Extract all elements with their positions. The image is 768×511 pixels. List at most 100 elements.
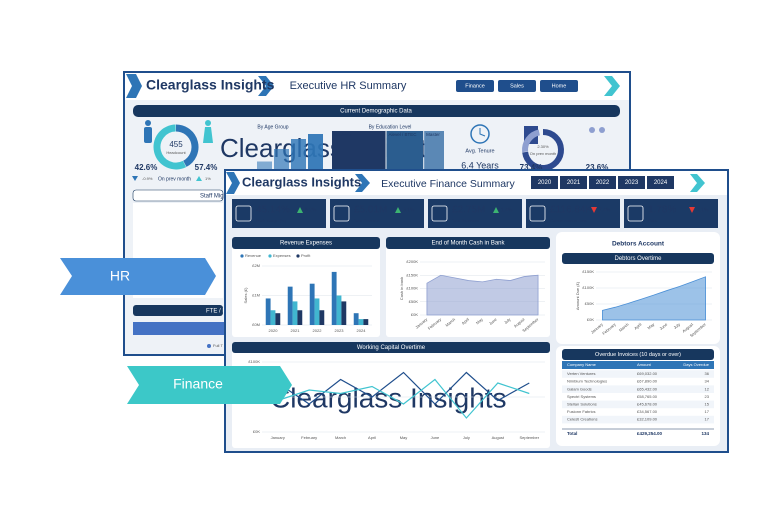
y-tick-label: £50K <box>409 299 419 304</box>
year-button[interactable] <box>647 176 674 189</box>
donut-label: 57.4% <box>195 163 218 172</box>
nav-label[interactable]: Finance <box>465 83 485 89</box>
year-button[interactable] <box>560 176 587 189</box>
y-tick-label: £100K <box>406 286 418 291</box>
chart-title: By Education Level <box>369 124 412 130</box>
panel-bar <box>232 342 550 353</box>
person-icon <box>205 120 211 126</box>
column-header: Company Name <box>567 362 597 367</box>
kpi-card <box>624 199 718 228</box>
year-label[interactable]: 2022 <box>596 180 610 186</box>
fte-bar <box>133 322 225 335</box>
education-label: Alevel / BTEC <box>389 132 418 137</box>
section-bar <box>133 105 620 117</box>
table-cell: 34 <box>705 379 710 384</box>
donut-label: 23.6% <box>586 163 609 172</box>
kpi-change: 7.4% <box>599 207 611 213</box>
y-axis-label: Sales (£) <box>243 287 248 304</box>
clock-icon <box>479 128 486 137</box>
kpi-change: 4.1% <box>697 207 709 213</box>
y-axis-label: Amount Due (£) <box>575 281 580 310</box>
donut-segment <box>522 129 541 153</box>
nav-label[interactable]: Home <box>552 83 567 89</box>
table-cell: 17 <box>705 409 710 414</box>
ratio-change-label: On prev month <box>530 151 556 156</box>
panel-bar <box>562 253 714 264</box>
kpi-label: Profit Margin (%) <box>256 218 287 223</box>
kpi-change: 3.1% <box>403 207 415 213</box>
legend-label: Full T <box>213 343 223 348</box>
bar <box>358 319 364 325</box>
x-tick-label: May <box>400 435 408 440</box>
y-tick-label: £50K <box>585 301 595 306</box>
kpi-icon <box>529 205 546 222</box>
year-label[interactable]: 2021 <box>567 180 581 186</box>
donut-segment <box>175 124 199 167</box>
chevron <box>690 174 705 192</box>
x-tick-label: June <box>431 435 440 440</box>
logo: Clearglass Insights <box>242 174 361 189</box>
legend-dot <box>268 254 272 258</box>
bar <box>341 301 347 325</box>
bar <box>319 310 325 325</box>
nav-button[interactable] <box>498 80 536 92</box>
table-cell: £32,109.00 <box>637 417 658 422</box>
panel-title: Overdue Invoices (10 days or over) <box>595 352 681 358</box>
nav-label[interactable]: Sales <box>510 83 524 89</box>
row-band <box>562 370 714 378</box>
row-band <box>562 400 714 409</box>
nav-button[interactable] <box>456 80 494 92</box>
x-tick-label: June <box>658 321 668 331</box>
area <box>426 274 539 316</box>
bar <box>336 295 342 325</box>
panel-bar <box>562 349 714 360</box>
table-cell: Stellan Solutions <box>567 401 597 406</box>
line <box>277 371 530 405</box>
row-band <box>562 415 714 424</box>
table-cell: 12 <box>705 386 710 391</box>
table-cell: 17 <box>705 417 710 422</box>
panel-title: Staff Mig <box>200 194 224 200</box>
year-label[interactable]: 2024 <box>654 180 668 186</box>
total-cell: £429,254.00 <box>637 431 663 436</box>
panel-title: Working Capital Overtime <box>357 345 426 351</box>
chart-title: By Age Group <box>257 124 288 130</box>
year-button[interactable] <box>618 176 645 189</box>
year-label[interactable]: 2020 <box>538 180 552 186</box>
change: -0.9% <box>142 176 153 181</box>
x-tick-label: 2023 <box>335 328 345 333</box>
page-title: Executive Finance Summary <box>381 178 515 190</box>
bar <box>314 298 320 325</box>
kpi-value: £5.01M <box>354 205 387 216</box>
kpi-label: Current cash in bank <box>550 218 587 223</box>
chevron <box>604 76 620 96</box>
table-cell: £58,765.00 <box>637 394 658 399</box>
x-tick-label: July <box>672 322 681 330</box>
down-arrow <box>132 176 138 181</box>
chevron <box>355 174 370 192</box>
panel-bar <box>132 189 224 202</box>
panel <box>232 342 550 448</box>
year-button[interactable] <box>589 176 616 189</box>
trend-arrow <box>591 207 597 213</box>
x-tick-label: 2022 <box>313 328 323 333</box>
bar <box>309 283 315 325</box>
year-label[interactable]: 2023 <box>625 180 639 186</box>
table-cell: £69,032.00 <box>637 371 658 376</box>
headcount-label: Headcount <box>166 150 186 155</box>
watermark: Clearglass Insights <box>270 382 507 413</box>
kpi-card <box>526 199 620 228</box>
kpi-label: Total Expenses <box>452 218 479 223</box>
table-cell: £45,678.00 <box>637 401 658 406</box>
line <box>277 378 530 419</box>
y-tick-label: £150K <box>582 269 594 274</box>
y-axis-label: Cash in bank <box>399 277 404 300</box>
row-band <box>562 385 714 393</box>
nav-button[interactable] <box>540 80 578 92</box>
trend-arrow <box>689 207 695 213</box>
year-button[interactable] <box>531 176 558 189</box>
donut-label: 73.4% <box>520 163 543 172</box>
trend-arrow <box>297 207 303 213</box>
section-title: Current Demographic Data <box>340 109 412 115</box>
